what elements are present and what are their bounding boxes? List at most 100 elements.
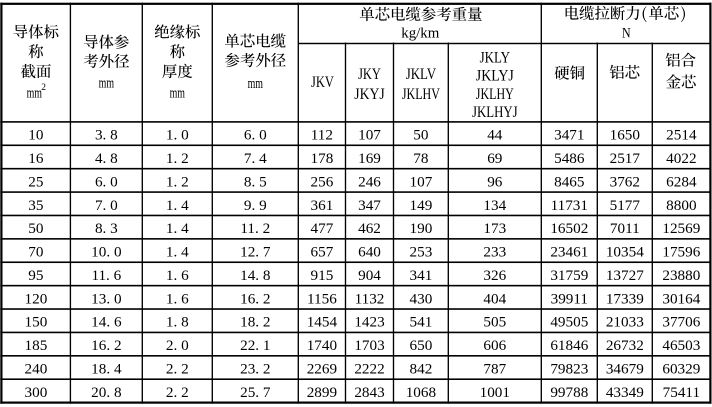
svg-text:112: 112 (311, 127, 333, 144)
svg-text:120: 120 (25, 290, 48, 307)
svg-text:246: 246 (358, 173, 381, 190)
svg-text:190: 190 (410, 220, 433, 237)
svg-text:10: 10 (28, 127, 44, 144)
svg-text:462: 462 (358, 220, 381, 237)
svg-text:23461: 23461 (550, 244, 588, 261)
svg-text:3. 8: 3. 8 (95, 127, 118, 144)
svg-text:842: 842 (410, 361, 433, 378)
svg-text:50: 50 (28, 220, 44, 237)
svg-text:20. 8: 20. 8 (91, 384, 122, 401)
svg-text:1001: 1001 (480, 384, 510, 401)
svg-text:JKLV: JKLV (406, 65, 437, 83)
svg-text:16: 16 (28, 150, 44, 167)
svg-text:2269: 2269 (307, 361, 337, 378)
svg-text:mm: mm (248, 75, 264, 92)
svg-text:17596: 17596 (662, 244, 700, 261)
svg-text:75411: 75411 (663, 384, 700, 401)
svg-text:150: 150 (25, 314, 48, 331)
svg-text:404: 404 (483, 290, 506, 307)
svg-text:70: 70 (28, 244, 44, 261)
svg-text:2517: 2517 (610, 150, 641, 167)
svg-text:9. 9: 9. 9 (244, 197, 267, 214)
svg-text:1703: 1703 (354, 337, 384, 354)
svg-text:35: 35 (28, 197, 43, 214)
svg-text:31759: 31759 (550, 267, 588, 284)
svg-text:11. 6: 11. 6 (91, 267, 121, 284)
svg-text:341: 341 (410, 267, 433, 284)
svg-text:1. 4: 1. 4 (166, 197, 189, 214)
svg-text:1132: 1132 (355, 290, 385, 307)
svg-text:1. 6: 1. 6 (166, 290, 189, 307)
svg-text:5486: 5486 (554, 150, 585, 167)
svg-text:149: 149 (410, 197, 433, 214)
svg-text:78: 78 (413, 150, 429, 167)
svg-text:8465: 8465 (554, 173, 584, 190)
svg-text:12. 7: 12. 7 (240, 244, 271, 261)
svg-text:6284: 6284 (666, 173, 697, 190)
svg-text:16502: 16502 (550, 220, 588, 237)
svg-text:26732: 26732 (606, 337, 644, 354)
svg-text:2. 2: 2. 2 (166, 361, 189, 378)
svg-text:10354: 10354 (606, 244, 644, 261)
svg-text:8. 3: 8. 3 (95, 220, 118, 237)
svg-text:61846: 61846 (550, 337, 588, 354)
svg-text:18. 2: 18. 2 (240, 314, 270, 331)
svg-text:7. 4: 7. 4 (244, 150, 267, 167)
svg-text:16. 2: 16. 2 (91, 337, 121, 354)
svg-text:326: 326 (483, 267, 506, 284)
svg-text:904: 904 (358, 267, 381, 284)
svg-text:347: 347 (358, 197, 381, 214)
svg-text:34679: 34679 (606, 361, 644, 378)
svg-text:79823: 79823 (550, 361, 588, 378)
svg-text:134: 134 (483, 197, 506, 214)
svg-text:43349: 43349 (606, 384, 644, 401)
svg-text:16. 2: 16. 2 (240, 290, 270, 307)
svg-text:787: 787 (483, 361, 506, 378)
svg-text:169: 169 (358, 150, 381, 167)
svg-text:N: N (622, 25, 631, 42)
svg-text:1650: 1650 (610, 127, 641, 144)
svg-text:44: 44 (487, 127, 503, 144)
svg-text:2. 2: 2. 2 (166, 384, 189, 401)
svg-text:23880: 23880 (662, 267, 700, 284)
svg-text:657: 657 (311, 244, 334, 261)
svg-text:430: 430 (410, 290, 433, 307)
svg-text:JKLHYJ: JKLHYJ (472, 103, 518, 121)
svg-text:1. 6: 1. 6 (166, 267, 189, 284)
svg-text:1740: 1740 (307, 337, 338, 354)
svg-text:1068: 1068 (406, 384, 437, 401)
svg-text:606: 606 (483, 337, 506, 354)
svg-text:23. 2: 23. 2 (240, 361, 270, 378)
svg-text:21033: 21033 (606, 314, 644, 331)
svg-text:3762: 3762 (610, 173, 640, 190)
svg-text:JKV: JKV (311, 73, 334, 91)
svg-text:640: 640 (358, 244, 381, 261)
svg-text:18. 4: 18. 4 (91, 361, 122, 378)
svg-text:96: 96 (487, 173, 503, 190)
svg-text:1. 0: 1. 0 (166, 127, 189, 144)
svg-text:477: 477 (311, 220, 334, 237)
svg-text:JKY: JKY (358, 65, 381, 83)
svg-text:240: 240 (25, 361, 48, 378)
svg-text:541: 541 (410, 314, 433, 331)
svg-text:11731: 11731 (551, 197, 588, 214)
svg-text:4. 8: 4. 8 (95, 150, 118, 167)
svg-text:1. 2: 1. 2 (166, 150, 189, 167)
svg-text:8. 5: 8. 5 (244, 173, 267, 190)
svg-text:17339: 17339 (606, 290, 644, 307)
svg-text:10. 0: 10. 0 (91, 244, 122, 261)
svg-text:650: 650 (410, 337, 433, 354)
svg-text:2222: 2222 (354, 361, 384, 378)
svg-text:50: 50 (413, 127, 429, 144)
svg-text:2514: 2514 (666, 127, 697, 144)
svg-text:300: 300 (25, 384, 48, 401)
svg-text:69: 69 (487, 150, 502, 167)
svg-text:mm: mm (170, 84, 186, 101)
svg-text:6. 0: 6. 0 (95, 173, 118, 190)
svg-text:60329: 60329 (662, 361, 700, 378)
svg-text:37706: 37706 (662, 314, 700, 331)
svg-text:95: 95 (28, 267, 43, 284)
svg-text:185: 185 (25, 337, 48, 354)
svg-text:2843: 2843 (354, 384, 384, 401)
svg-text:107: 107 (410, 173, 433, 190)
